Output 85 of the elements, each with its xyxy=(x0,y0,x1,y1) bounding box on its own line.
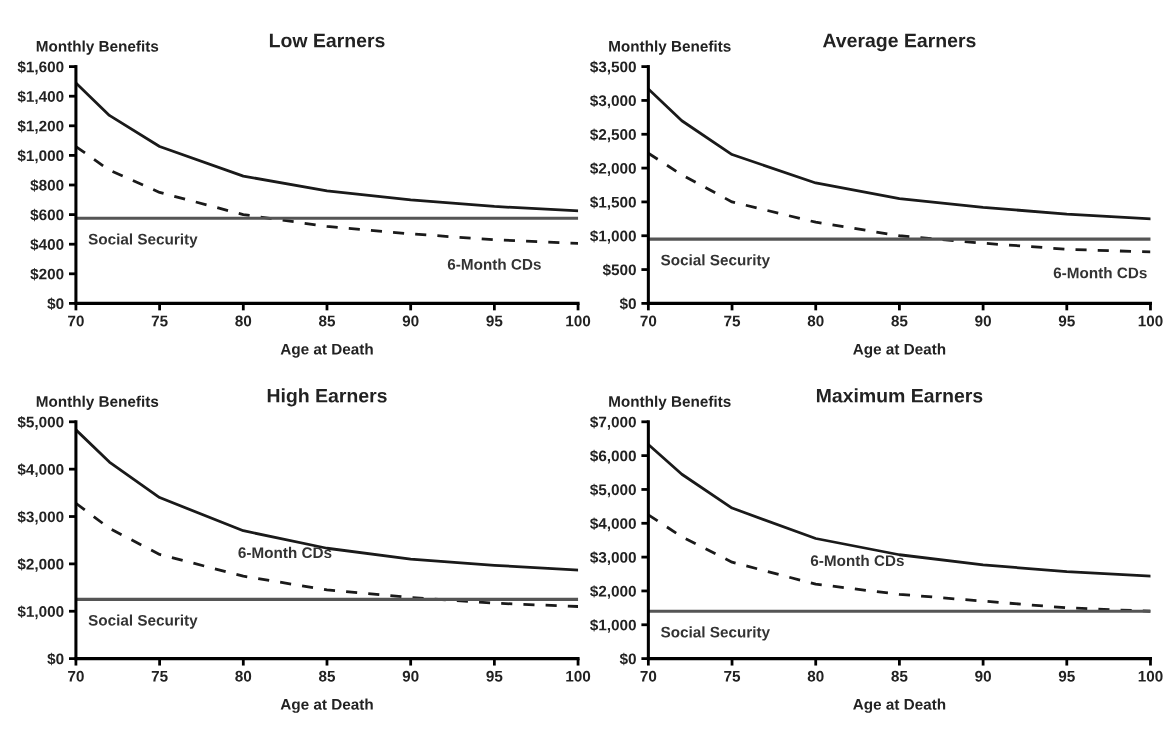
x-tick-label: 75 xyxy=(724,315,741,327)
x-tick-label: 80 xyxy=(235,315,252,327)
y-tick-label: $2,000 xyxy=(17,558,64,572)
y-tick-label: $3,000 xyxy=(590,94,636,109)
y-tick-label: $200 xyxy=(30,268,64,281)
x-tick-label: 75 xyxy=(724,670,741,682)
x-tick-label: 75 xyxy=(151,315,168,327)
y-tick-label: $2,000 xyxy=(590,162,636,176)
annotation: Social Security xyxy=(88,233,198,248)
x-axis-title: Age at Death xyxy=(280,343,373,358)
y-tick-label: $1,500 xyxy=(590,196,636,210)
x-tick-label: 95 xyxy=(486,670,503,682)
chart-title: Average Earners xyxy=(822,33,976,52)
y-tick-label: $3,000 xyxy=(590,551,636,566)
line-series xyxy=(75,428,579,572)
line-series xyxy=(75,501,579,608)
annotation: 6-Month CDs xyxy=(447,258,541,270)
y-tick-label: $3,500 xyxy=(590,60,636,75)
x-tick-label: 100 xyxy=(1138,670,1163,682)
x-tick-label: 85 xyxy=(318,315,336,327)
annotation: 6-Month CDs xyxy=(1053,267,1147,279)
y-tick-label: $1,200 xyxy=(17,120,64,134)
x-tick-label: 80 xyxy=(807,315,824,327)
x-tick-label: 100 xyxy=(566,315,591,327)
y-axis-title: Monthly Benefits xyxy=(36,395,159,410)
x-tick-label: 75 xyxy=(151,670,168,682)
y-tick-label: $5,000 xyxy=(590,483,636,498)
y-axis-title: Monthly Benefits xyxy=(36,40,159,55)
x-axis-title: Age at Death xyxy=(853,343,946,358)
y-tick-label: $4,000 xyxy=(17,463,64,478)
annotation: Social Security xyxy=(88,614,198,629)
x-tick-label: 85 xyxy=(891,670,908,682)
y-tick-label: $1,600 xyxy=(17,60,64,75)
x-axis-title: Age at Death xyxy=(280,698,373,713)
y-tick-label: $2,500 xyxy=(590,128,636,143)
y-tick-label: $0 xyxy=(47,652,64,666)
chart-title: Maximum Earners xyxy=(816,388,983,403)
x-tick-label: 80 xyxy=(235,670,252,682)
y-tick-label: $1,400 xyxy=(17,90,64,105)
annotation: 6-Month CDs xyxy=(238,546,332,559)
y-tick-label: $1,000 xyxy=(17,149,64,164)
y-tick-label: $0 xyxy=(619,652,636,666)
x-tick-label: 85 xyxy=(891,315,908,327)
y-tick-label: $6,000 xyxy=(590,449,636,464)
y-tick-label: $800 xyxy=(30,179,64,192)
x-tick-label: 95 xyxy=(1058,315,1075,327)
y-tick-label: $500 xyxy=(602,263,636,277)
x-tick-label: 80 xyxy=(807,670,824,682)
chart-title: High Earners xyxy=(267,388,387,407)
line-series xyxy=(75,81,579,213)
annotation: 6-Month CDs xyxy=(810,554,904,567)
x-tick-label: 85 xyxy=(318,670,336,682)
x-tick-label: 100 xyxy=(566,670,591,682)
y-tick-label: $1,000 xyxy=(590,618,636,633)
y-tick-label: $7,000 xyxy=(590,416,636,430)
chart-title: Low Earners xyxy=(269,33,385,48)
annotation: Social Security xyxy=(660,254,770,269)
x-tick-label: 90 xyxy=(402,315,419,327)
y-tick-label: $1,000 xyxy=(17,605,64,620)
y-tick-label: $0 xyxy=(619,297,636,311)
y-tick-label: $3,000 xyxy=(17,510,64,525)
x-tick-label: 90 xyxy=(975,315,991,327)
x-tick-label: 100 xyxy=(1138,315,1163,327)
x-tick-label: 90 xyxy=(402,670,419,682)
y-tick-label: $2,000 xyxy=(590,585,636,599)
line-series xyxy=(648,151,1151,254)
x-axis-title: Age at Death xyxy=(853,698,946,713)
x-tick-label: 95 xyxy=(486,315,503,327)
y-tick-label: $5,000 xyxy=(17,416,64,430)
y-axis-title: Monthly Benefits xyxy=(609,395,731,410)
y-tick-label: $0 xyxy=(47,297,64,311)
x-tick-label: 70 xyxy=(640,670,657,682)
y-axis-title: Monthly Benefits xyxy=(609,40,731,55)
x-tick-label: 70 xyxy=(68,315,84,327)
y-tick-label: $1,000 xyxy=(590,229,636,244)
y-tick-label: $600 xyxy=(30,208,64,222)
annotation: Social Security xyxy=(660,626,770,641)
x-tick-label: 70 xyxy=(640,315,657,327)
line-series xyxy=(648,87,1151,221)
line-series xyxy=(648,443,1151,578)
x-tick-label: 70 xyxy=(68,670,84,682)
y-tick-label: $400 xyxy=(30,238,64,251)
x-tick-label: 95 xyxy=(1058,670,1075,682)
x-tick-label: 90 xyxy=(975,670,991,682)
y-tick-label: $4,000 xyxy=(590,517,636,532)
